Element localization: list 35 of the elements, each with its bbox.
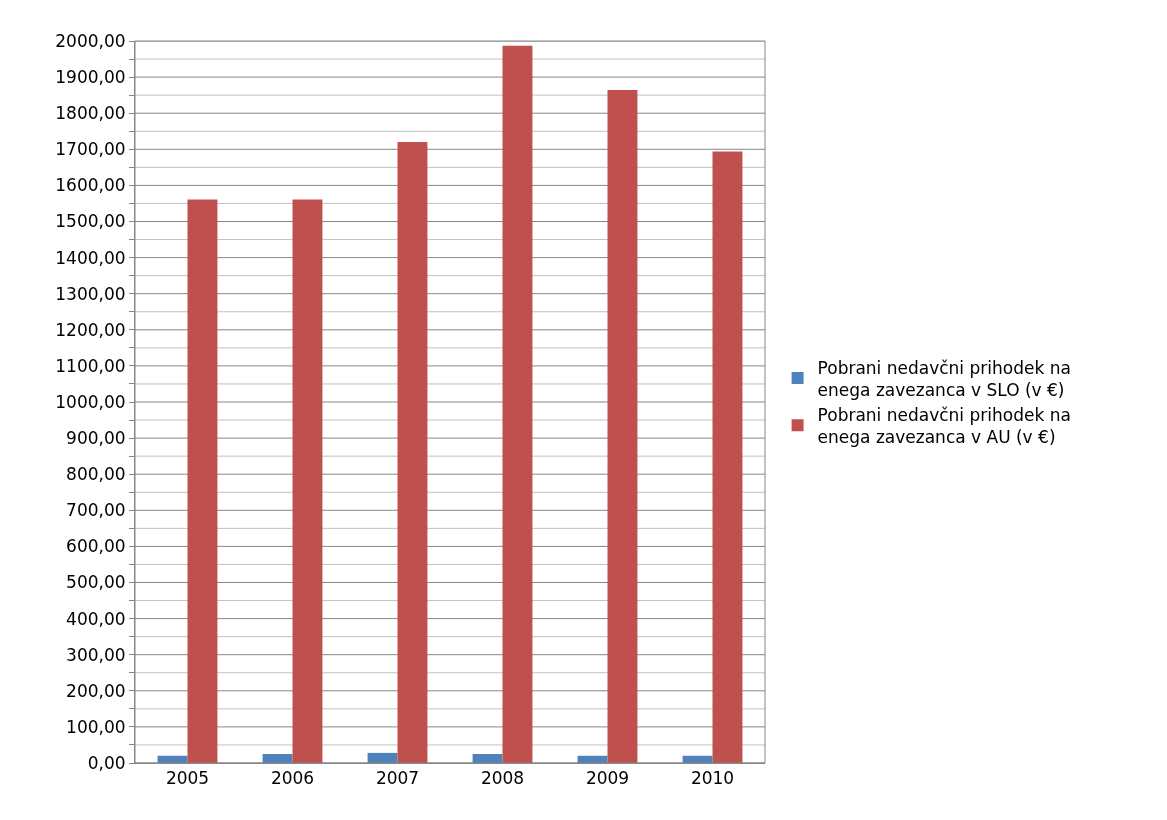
x-tick-label: 2010 [690, 768, 735, 789]
x-tick-label: 2009 [585, 768, 630, 789]
y-tick-label: 600,00 [66, 536, 126, 557]
y-tick-label: 0,00 [87, 752, 126, 773]
y-tick-label: 1800,00 [55, 103, 126, 124]
y-tick-label: 1400,00 [55, 247, 126, 268]
x-tick-label: 2005 [165, 768, 210, 789]
bar [502, 45, 533, 763]
y-tick-label: 1300,00 [55, 283, 126, 304]
y-tick-label: 1100,00 [55, 355, 126, 376]
x-tick-label: 2007 [375, 768, 420, 789]
y-tick-label: 700,00 [66, 500, 126, 521]
y-tick-label: 1500,00 [55, 211, 126, 232]
y-tick-label: 400,00 [66, 608, 126, 629]
y-tick-label: 1000,00 [55, 391, 126, 412]
bar [187, 199, 218, 763]
bar [712, 151, 743, 763]
y-tick-label: 900,00 [66, 428, 126, 449]
y-tick-label: 1200,00 [55, 319, 126, 340]
y-tick-label: 300,00 [66, 644, 126, 665]
bar [292, 199, 323, 763]
y-tick-label: 200,00 [66, 680, 126, 701]
bar [397, 142, 428, 763]
x-tick-label: 2008 [480, 768, 525, 789]
y-tick-label: 2000,00 [55, 30, 126, 51]
x-tick-label: 2006 [270, 768, 315, 789]
y-tick-label: 1900,00 [55, 67, 126, 88]
y-tick-label: 100,00 [66, 716, 126, 737]
bar [607, 90, 638, 763]
y-tick-label: 1600,00 [55, 175, 126, 196]
y-tick-label: 800,00 [66, 464, 126, 485]
legend-label: Pobrani nedavčni prihodek na enega zavezanca v SLO (v €) [817, 357, 1071, 400]
y-tick-label: 1700,00 [55, 139, 126, 160]
legend-label: Pobrani nedavčni prihodek na enega zavezanca v AU (v €) [817, 404, 1071, 447]
y-tick-label: 500,00 [66, 572, 126, 593]
